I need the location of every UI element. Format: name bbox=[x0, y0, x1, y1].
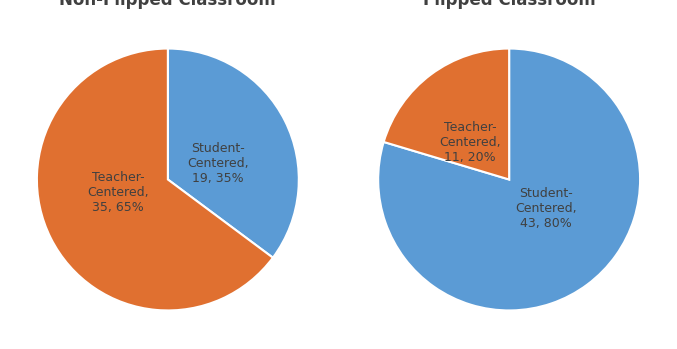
Title: Non-Flipped Classroom: Non-Flipped Classroom bbox=[60, 0, 276, 9]
Text: Teacher-
Centered,
35, 65%: Teacher- Centered, 35, 65% bbox=[87, 171, 149, 214]
Text: Student-
Centered,
19, 35%: Student- Centered, 19, 35% bbox=[187, 142, 248, 185]
Text: Student-
Centered,
43, 80%: Student- Centered, 43, 80% bbox=[515, 187, 577, 230]
Wedge shape bbox=[37, 49, 273, 311]
Wedge shape bbox=[168, 49, 299, 258]
Text: Teacher-
Centered,
11, 20%: Teacher- Centered, 11, 20% bbox=[439, 121, 501, 164]
Wedge shape bbox=[384, 49, 509, 179]
Wedge shape bbox=[378, 49, 640, 311]
Title: Flipped Classroom: Flipped Classroom bbox=[422, 0, 596, 9]
